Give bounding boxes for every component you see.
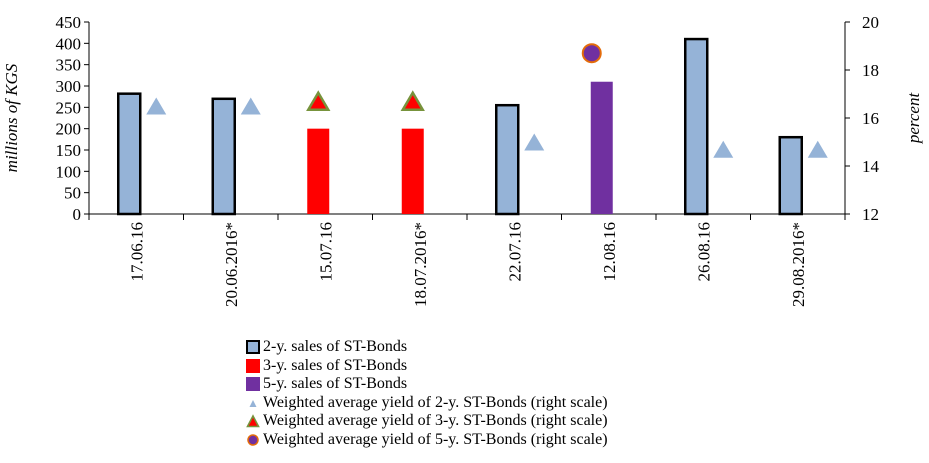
- triangle-marker-icon: [249, 399, 257, 407]
- category-label: 18.07.2016*: [411, 222, 430, 307]
- legend-label: 3-y. sales of ST-Bonds: [263, 356, 408, 374]
- category-label: 29.08.2016*: [789, 222, 808, 307]
- right-tick-label: 20: [862, 13, 879, 32]
- bars: [117, 37, 803, 216]
- yield-marker: [807, 140, 828, 158]
- legend-item: Weighted average yield of 3-y. ST-Bonds …: [246, 412, 608, 431]
- category-label: 15.07.16: [316, 222, 335, 282]
- bar: [401, 128, 424, 214]
- category-label: 12.08.16: [600, 222, 619, 282]
- legend-label: 2-y. sales of ST-Bonds: [263, 338, 408, 356]
- right-tick-label: 18: [862, 61, 879, 80]
- legend-item: Weighted average yield of 2-y. ST-Bonds …: [246, 394, 608, 413]
- yield-marker: [581, 43, 602, 64]
- bar: [590, 81, 613, 214]
- left-tick-label: 450: [56, 13, 82, 32]
- circle-marker-icon: [247, 434, 259, 446]
- legend-item: Weighted average yield of 5-y. ST-Bonds …: [246, 431, 608, 450]
- legend: 2-y. sales of ST-Bonds 3-y. sales of ST-B…: [246, 338, 608, 449]
- left-tick-label: 350: [56, 56, 82, 75]
- yield-marker: [713, 140, 734, 158]
- left-tick-label: 200: [56, 120, 82, 139]
- category-label: 17.06.16: [127, 222, 146, 282]
- category-label: 22.07.16: [505, 222, 524, 282]
- legend-swatch: [246, 377, 260, 392]
- axes: [84, 21, 850, 220]
- y-axis-title: millions of KGS: [2, 63, 21, 172]
- legend-label: 5-y. sales of ST-Bonds: [263, 375, 408, 393]
- left-tick-label: 100: [56, 162, 82, 181]
- left-tick-label: 400: [56, 34, 82, 53]
- right-tick-label: 14: [862, 157, 880, 176]
- yield-marker: [240, 97, 261, 115]
- bar: [778, 135, 803, 216]
- left-tick-label: 150: [56, 141, 82, 160]
- legend-swatch: [246, 358, 260, 373]
- category-label: 26.08.16: [694, 222, 713, 282]
- bar: [495, 103, 520, 216]
- legend-label: Weighted average yield of 2-y. ST-Bonds …: [263, 393, 608, 411]
- yield-marker: [146, 97, 167, 115]
- triangle-marker-icon: [246, 414, 260, 428]
- right-tick-label: 12: [862, 205, 879, 224]
- yield-marker: [400, 90, 425, 111]
- left-tick-label: 300: [56, 77, 82, 96]
- legend-swatch: [246, 340, 260, 355]
- legend-label: Weighted average yield of 5-y. ST-Bonds …: [263, 430, 608, 448]
- yield-marker: [306, 90, 331, 111]
- bar: [117, 92, 142, 216]
- left-tick-label: 0: [73, 205, 82, 224]
- bar: [684, 37, 709, 216]
- legend-item: 5-y. sales of ST-Bonds: [246, 375, 608, 394]
- y2-axis-title: percent: [904, 92, 923, 145]
- left-tick-label: 250: [56, 98, 82, 117]
- right-tick-label: 16: [862, 109, 879, 128]
- labels: 0 50 100 150 200 250 300 350 400 450 12 14 16 18 20 17.…: [2, 13, 923, 307]
- legend-label: Weighted average yield of 3-y. ST-Bonds …: [263, 412, 608, 430]
- bar: [307, 128, 330, 214]
- yield-marker: [524, 133, 545, 151]
- chart: 0 50 100 150 200 250 300 350 400 450 12 14 16 18 20 17.…: [2, 13, 923, 307]
- left-tick-label: 50: [64, 184, 81, 203]
- bar: [211, 97, 236, 216]
- legend-item: 2-y. sales of ST-Bonds: [246, 338, 608, 357]
- category-label: 20.06.2016*: [222, 222, 241, 307]
- legend-item: 3-y. sales of ST-Bonds: [246, 357, 608, 376]
- markers: [146, 43, 828, 158]
